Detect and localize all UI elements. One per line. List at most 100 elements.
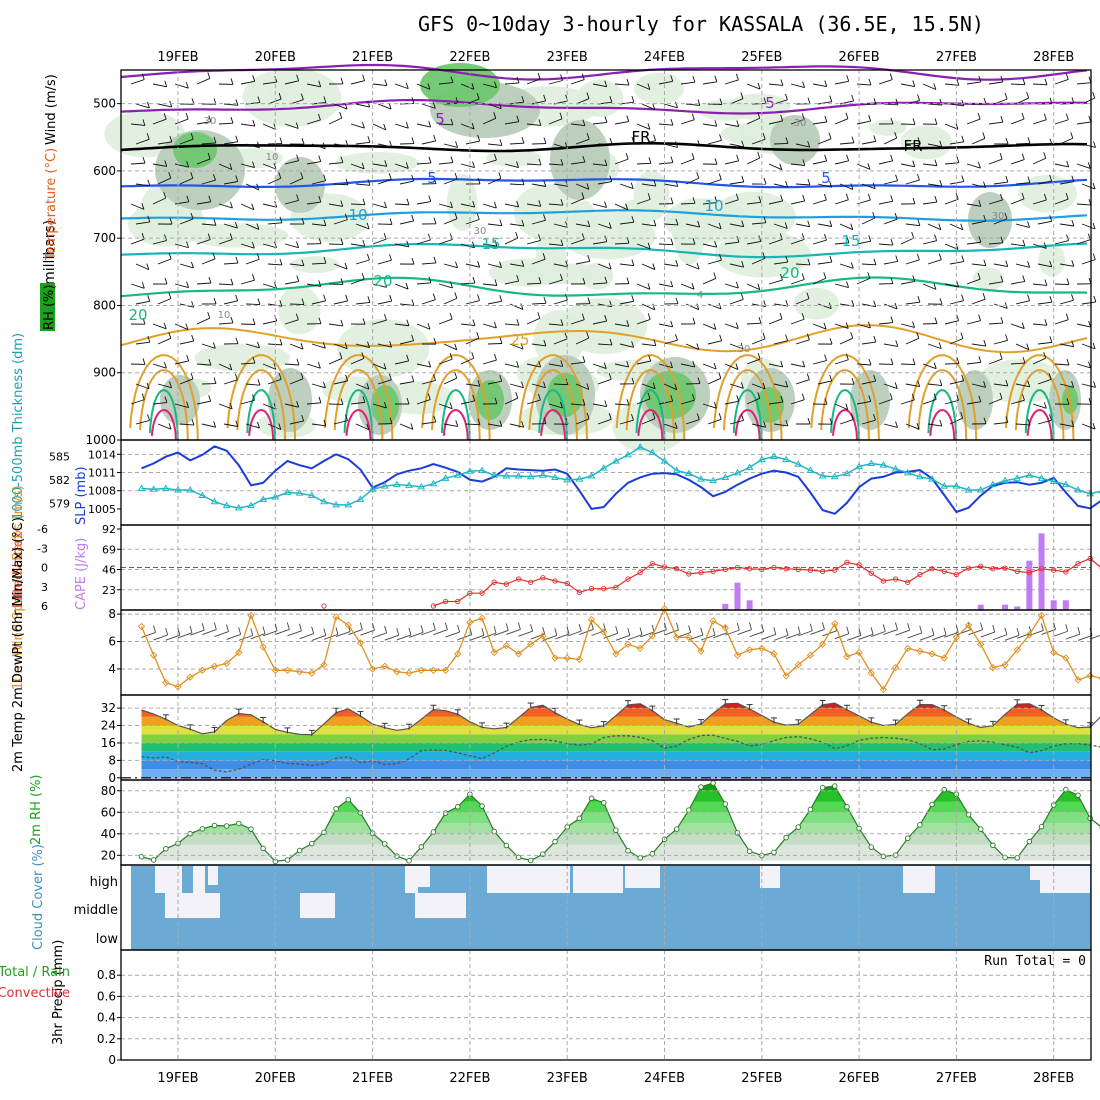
wind-barb-flag bbox=[186, 281, 189, 288]
wind-barb-flag bbox=[163, 361, 167, 369]
wind-barb-flag bbox=[450, 156, 454, 163]
isotherm-25-pulse bbox=[129, 354, 199, 441]
wind-barb-flag bbox=[912, 160, 916, 167]
wind-barb-flag bbox=[670, 119, 674, 126]
wind-barb bbox=[751, 222, 766, 225]
wind-barb bbox=[328, 323, 343, 327]
wind-barb bbox=[262, 320, 277, 325]
wind-barb-flag bbox=[978, 236, 982, 243]
wind-barb-flag bbox=[406, 397, 410, 405]
wind-barb-flag bbox=[362, 318, 366, 325]
isotherm-20-pulse bbox=[1024, 389, 1055, 441]
wind10-barb bbox=[785, 633, 801, 640]
wind-barb bbox=[834, 323, 849, 329]
wind-barb bbox=[1054, 319, 1069, 325]
wind-barb bbox=[509, 142, 525, 145]
wind-barb bbox=[900, 363, 916, 366]
wind-barb bbox=[768, 318, 783, 325]
thickness-marker bbox=[587, 472, 596, 479]
thickness-marker bbox=[405, 481, 413, 488]
wind-barb-flag bbox=[735, 322, 739, 329]
wind-barb bbox=[993, 181, 1008, 185]
wind-barb-flag bbox=[873, 98, 877, 105]
wind-barb-flag bbox=[692, 317, 696, 325]
wind-barb-flag bbox=[279, 300, 283, 307]
wind-barb bbox=[1059, 299, 1074, 305]
wind-barb-flag bbox=[647, 193, 651, 200]
wind-barb bbox=[196, 77, 211, 85]
wind-barb-flag bbox=[213, 421, 217, 428]
wind-barb-flag bbox=[1000, 75, 1004, 83]
wind-barb-flag bbox=[741, 260, 745, 268]
wind-barb bbox=[790, 279, 805, 285]
wind-barb bbox=[218, 122, 234, 125]
lifted-marker bbox=[637, 569, 643, 576]
wind-barb bbox=[878, 243, 893, 246]
wind10-marker bbox=[867, 669, 875, 677]
thickness-marker bbox=[599, 464, 608, 471]
wind10-marker bbox=[295, 668, 304, 676]
rh-marker bbox=[491, 828, 497, 835]
wind-barb bbox=[350, 163, 365, 170]
wind-barb-flag bbox=[186, 401, 189, 408]
wind-barb bbox=[174, 243, 189, 249]
wind-barb bbox=[922, 283, 937, 290]
wind-barb-flag bbox=[845, 403, 849, 410]
wind10-barb-flag bbox=[250, 628, 254, 636]
thickness-marker bbox=[1013, 474, 1022, 481]
wind10-barb-flag bbox=[323, 628, 327, 636]
wind-barb bbox=[812, 199, 827, 205]
wind-barb bbox=[152, 240, 167, 245]
wind-barb-flag bbox=[521, 381, 524, 388]
wind-barb-flag bbox=[762, 133, 766, 140]
wind-barb-flag bbox=[257, 341, 260, 348]
wind10-barb bbox=[445, 631, 460, 638]
wind-barb-flag bbox=[384, 314, 387, 321]
wind-barb bbox=[702, 363, 717, 370]
wind-barb bbox=[443, 263, 458, 269]
wind-barb-flag bbox=[476, 213, 480, 220]
wind-barb-flag bbox=[714, 75, 718, 82]
wind10-barb-flag bbox=[335, 627, 339, 635]
wind-barb-flag bbox=[323, 256, 327, 264]
wind-barb-flag bbox=[1093, 295, 1097, 303]
wind-barb-flag bbox=[713, 272, 717, 279]
wind10-barb bbox=[408, 631, 424, 638]
wind10-barb bbox=[895, 629, 910, 636]
cloud-gap bbox=[418, 866, 430, 887]
thickness-marker bbox=[867, 459, 876, 467]
wind10-barb-flag bbox=[651, 624, 655, 633]
wind-barb bbox=[795, 183, 810, 186]
wind10-barb bbox=[311, 634, 326, 641]
wind-barb bbox=[641, 303, 655, 311]
wind10-barb-flag bbox=[1065, 624, 1069, 632]
wind-barb-flag bbox=[296, 154, 300, 161]
wind10-barb-flag bbox=[894, 622, 898, 630]
wind-barb-flag bbox=[163, 113, 167, 120]
wind-barb-flag bbox=[674, 422, 678, 429]
wind-barb-flag bbox=[850, 413, 854, 420]
wind-barb-flag bbox=[714, 120, 718, 127]
wind-barb-flag bbox=[322, 342, 326, 349]
thickness-marker bbox=[259, 495, 268, 502]
rh-marker bbox=[236, 820, 242, 827]
wind-barb bbox=[746, 322, 762, 325]
wind-barb bbox=[856, 400, 871, 405]
wind-barb bbox=[729, 143, 744, 148]
wind-barb-flag bbox=[300, 343, 304, 350]
isotherm-25-pulse bbox=[625, 369, 676, 441]
wind-barb-flag bbox=[405, 82, 409, 89]
wind-barb-flag bbox=[917, 219, 921, 226]
thickness-marker bbox=[502, 472, 511, 479]
thickness-marker bbox=[453, 471, 462, 478]
contour-label: 30 bbox=[794, 118, 807, 129]
wind-barb-flag bbox=[318, 155, 322, 162]
wind-barb-flag bbox=[301, 414, 305, 422]
wind-barb-flag bbox=[1027, 176, 1031, 183]
wind-barb bbox=[377, 343, 392, 348]
wind10-barb bbox=[518, 630, 533, 637]
isotherm-30-pulse bbox=[1026, 409, 1053, 441]
wind-barb-flag bbox=[383, 123, 387, 131]
wind-barb bbox=[746, 201, 761, 205]
wind-barb bbox=[1037, 301, 1052, 305]
